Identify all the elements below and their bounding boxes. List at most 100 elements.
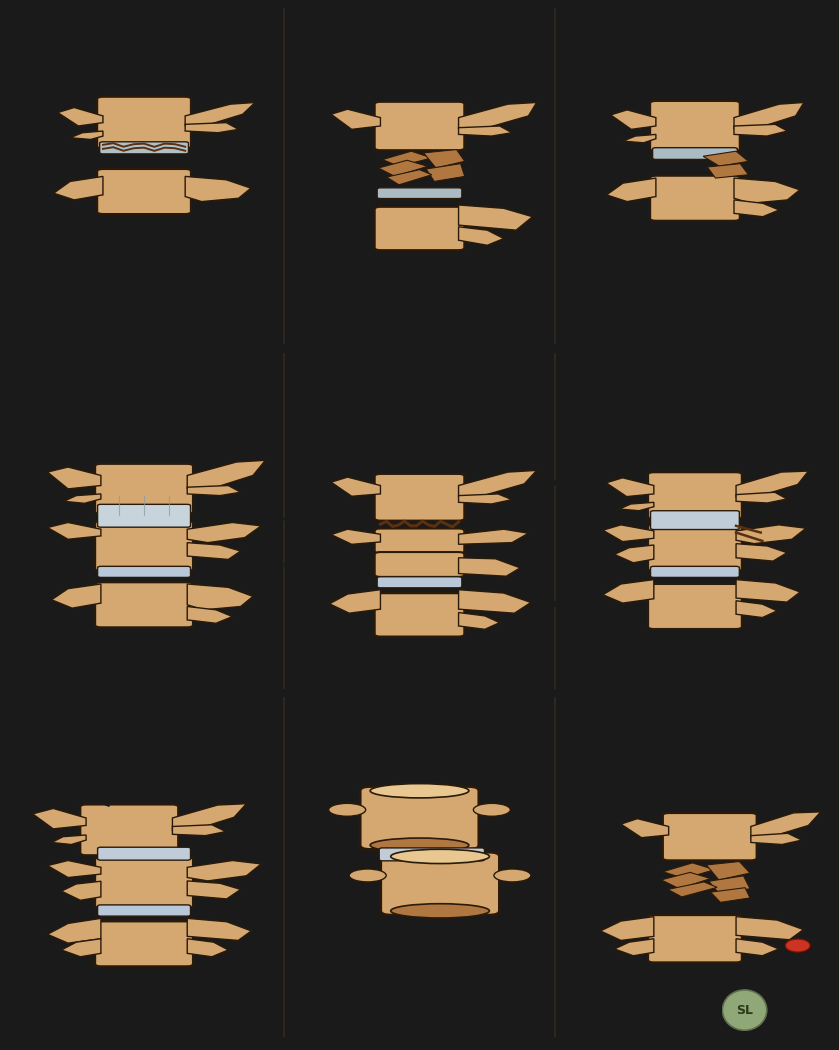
FancyBboxPatch shape: [97, 97, 191, 148]
Ellipse shape: [473, 803, 510, 816]
Polygon shape: [51, 584, 101, 608]
Polygon shape: [187, 861, 261, 881]
Polygon shape: [621, 819, 669, 838]
Polygon shape: [187, 485, 241, 496]
Polygon shape: [661, 873, 711, 888]
Polygon shape: [51, 835, 86, 844]
FancyBboxPatch shape: [360, 786, 479, 849]
Polygon shape: [459, 126, 512, 136]
Text: SL: SL: [736, 1004, 753, 1016]
FancyBboxPatch shape: [375, 552, 464, 576]
Polygon shape: [707, 164, 748, 179]
Polygon shape: [331, 109, 380, 129]
Polygon shape: [459, 558, 520, 576]
Polygon shape: [48, 467, 101, 489]
Polygon shape: [663, 863, 715, 879]
Text: C1: C1: [132, 1000, 165, 1024]
Polygon shape: [736, 939, 779, 956]
FancyBboxPatch shape: [375, 474, 464, 521]
FancyBboxPatch shape: [650, 101, 740, 151]
FancyBboxPatch shape: [648, 584, 742, 629]
Ellipse shape: [370, 783, 469, 798]
Polygon shape: [48, 861, 101, 878]
Polygon shape: [734, 178, 800, 204]
FancyBboxPatch shape: [100, 142, 189, 154]
Polygon shape: [48, 919, 101, 943]
Polygon shape: [185, 103, 255, 126]
Polygon shape: [601, 917, 654, 941]
Polygon shape: [173, 825, 226, 836]
FancyBboxPatch shape: [95, 464, 193, 513]
Text: Компрессия: Компрессия: [347, 22, 492, 42]
Polygon shape: [378, 161, 428, 176]
Polygon shape: [426, 164, 465, 182]
Polygon shape: [736, 601, 777, 617]
Polygon shape: [603, 525, 654, 542]
Polygon shape: [736, 492, 787, 503]
Circle shape: [722, 990, 767, 1030]
Polygon shape: [619, 502, 654, 510]
Polygon shape: [331, 529, 380, 544]
Polygon shape: [187, 607, 232, 624]
Polygon shape: [734, 200, 779, 216]
Polygon shape: [734, 103, 804, 129]
Text: B3: B3: [674, 651, 708, 675]
Polygon shape: [187, 460, 265, 489]
Polygon shape: [459, 612, 500, 629]
Polygon shape: [614, 545, 654, 563]
FancyBboxPatch shape: [81, 804, 178, 855]
Polygon shape: [603, 580, 654, 603]
Text: C2: C2: [403, 1000, 436, 1024]
FancyBboxPatch shape: [653, 148, 737, 160]
Polygon shape: [48, 523, 101, 540]
Ellipse shape: [329, 803, 366, 816]
FancyBboxPatch shape: [378, 188, 461, 198]
Ellipse shape: [494, 869, 531, 882]
Polygon shape: [736, 525, 806, 544]
Polygon shape: [459, 103, 537, 129]
Polygon shape: [459, 227, 503, 246]
Polygon shape: [33, 808, 86, 828]
Text: A1: A1: [131, 307, 165, 331]
Polygon shape: [459, 470, 537, 498]
FancyBboxPatch shape: [378, 576, 461, 588]
Polygon shape: [736, 580, 800, 602]
Polygon shape: [64, 494, 101, 503]
Polygon shape: [187, 881, 241, 899]
Polygon shape: [387, 170, 432, 185]
Text: Ротация: Ротация: [370, 711, 469, 731]
FancyBboxPatch shape: [648, 916, 742, 963]
FancyBboxPatch shape: [379, 848, 484, 861]
Polygon shape: [607, 178, 656, 202]
Polygon shape: [736, 544, 787, 561]
Polygon shape: [668, 882, 717, 897]
Polygon shape: [614, 939, 654, 956]
Polygon shape: [623, 134, 656, 143]
Text: Дистракция: Дистракция: [347, 366, 492, 386]
FancyBboxPatch shape: [95, 583, 193, 627]
Text: B2: B2: [403, 651, 436, 675]
FancyBboxPatch shape: [648, 524, 742, 571]
Polygon shape: [711, 887, 750, 902]
Polygon shape: [459, 494, 512, 504]
FancyBboxPatch shape: [97, 504, 190, 527]
Ellipse shape: [785, 939, 810, 952]
Ellipse shape: [391, 904, 489, 918]
Polygon shape: [751, 834, 802, 844]
FancyBboxPatch shape: [95, 922, 193, 966]
Polygon shape: [61, 939, 101, 957]
FancyBboxPatch shape: [375, 593, 464, 636]
FancyBboxPatch shape: [97, 169, 191, 214]
FancyBboxPatch shape: [95, 857, 193, 908]
FancyBboxPatch shape: [663, 813, 757, 860]
Polygon shape: [331, 477, 380, 497]
Polygon shape: [459, 529, 529, 544]
Polygon shape: [187, 939, 228, 957]
FancyBboxPatch shape: [650, 510, 739, 529]
Polygon shape: [187, 543, 241, 560]
FancyBboxPatch shape: [381, 853, 499, 915]
Polygon shape: [706, 861, 750, 880]
FancyBboxPatch shape: [97, 847, 190, 860]
Polygon shape: [330, 590, 380, 613]
Polygon shape: [424, 149, 465, 168]
